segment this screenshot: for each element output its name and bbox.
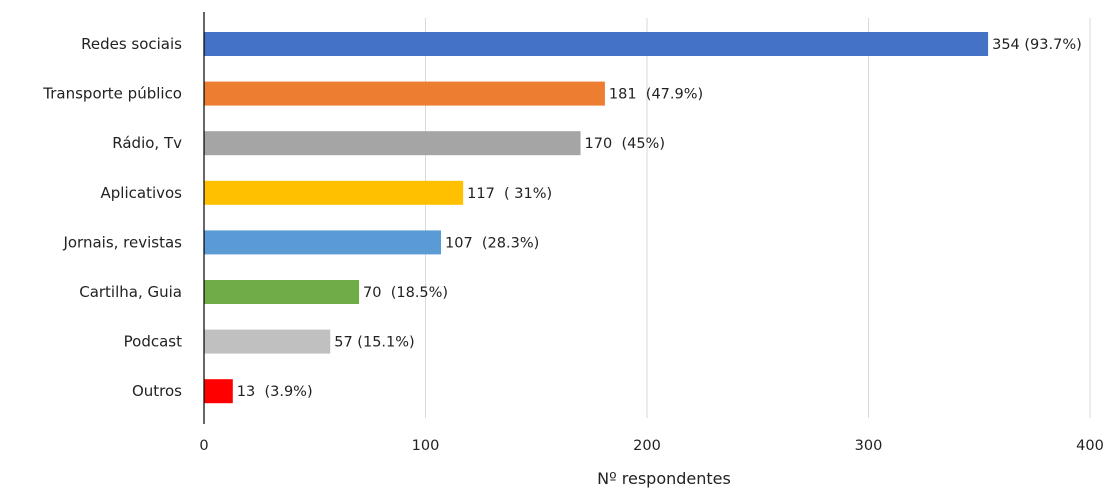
bar bbox=[204, 230, 442, 255]
category-label: Aplicativos bbox=[101, 184, 183, 202]
bar bbox=[204, 280, 360, 304]
category-label: Jornais, revistas bbox=[62, 233, 182, 251]
data-label: 107 (28.3%) bbox=[445, 235, 539, 251]
x-tick-label: 0 bbox=[199, 438, 208, 454]
gridlines bbox=[425, 18, 1091, 418]
bar bbox=[204, 131, 581, 156]
category-labels: Redes sociais Transporte público Rádio, Tv… bbox=[42, 35, 182, 400]
category-label: Redes sociais bbox=[81, 35, 182, 53]
data-label: 354 (93.7%) bbox=[992, 37, 1082, 53]
x-tick-label: 400 bbox=[1076, 438, 1104, 454]
category-label: Transporte público bbox=[42, 85, 182, 103]
x-tick-label: 100 bbox=[412, 438, 440, 454]
bar bbox=[204, 81, 605, 106]
data-label: 181 (47.9%) bbox=[609, 87, 703, 103]
bar bbox=[204, 32, 989, 56]
category-label: Cartilha, Guia bbox=[79, 283, 182, 301]
data-label: 13 (3.9%) bbox=[237, 384, 313, 400]
x-tick-label: 200 bbox=[633, 438, 661, 454]
data-label: 57 (15.1%) bbox=[334, 335, 414, 351]
x-tick-labels: 0 100 200 300 400 bbox=[199, 438, 1103, 454]
x-tick-label: 300 bbox=[855, 438, 883, 454]
bar bbox=[204, 180, 464, 205]
bar bbox=[204, 329, 331, 354]
category-label: Podcast bbox=[124, 333, 182, 351]
data-label: 70 (18.5%) bbox=[363, 285, 448, 301]
data-label: 170 (45%) bbox=[585, 136, 665, 152]
category-label: Outros bbox=[132, 382, 182, 400]
x-axis-title: Nº respondentes bbox=[597, 469, 731, 488]
bars bbox=[204, 32, 989, 404]
bar bbox=[204, 379, 233, 404]
data-labels: 354 (93.7%) 181 (47.9%) 170 (45%) 117 ( 31%… bbox=[237, 37, 1082, 400]
data-label: 117 ( 31%) bbox=[467, 186, 552, 202]
category-label: Rádio, Tv bbox=[112, 134, 182, 152]
